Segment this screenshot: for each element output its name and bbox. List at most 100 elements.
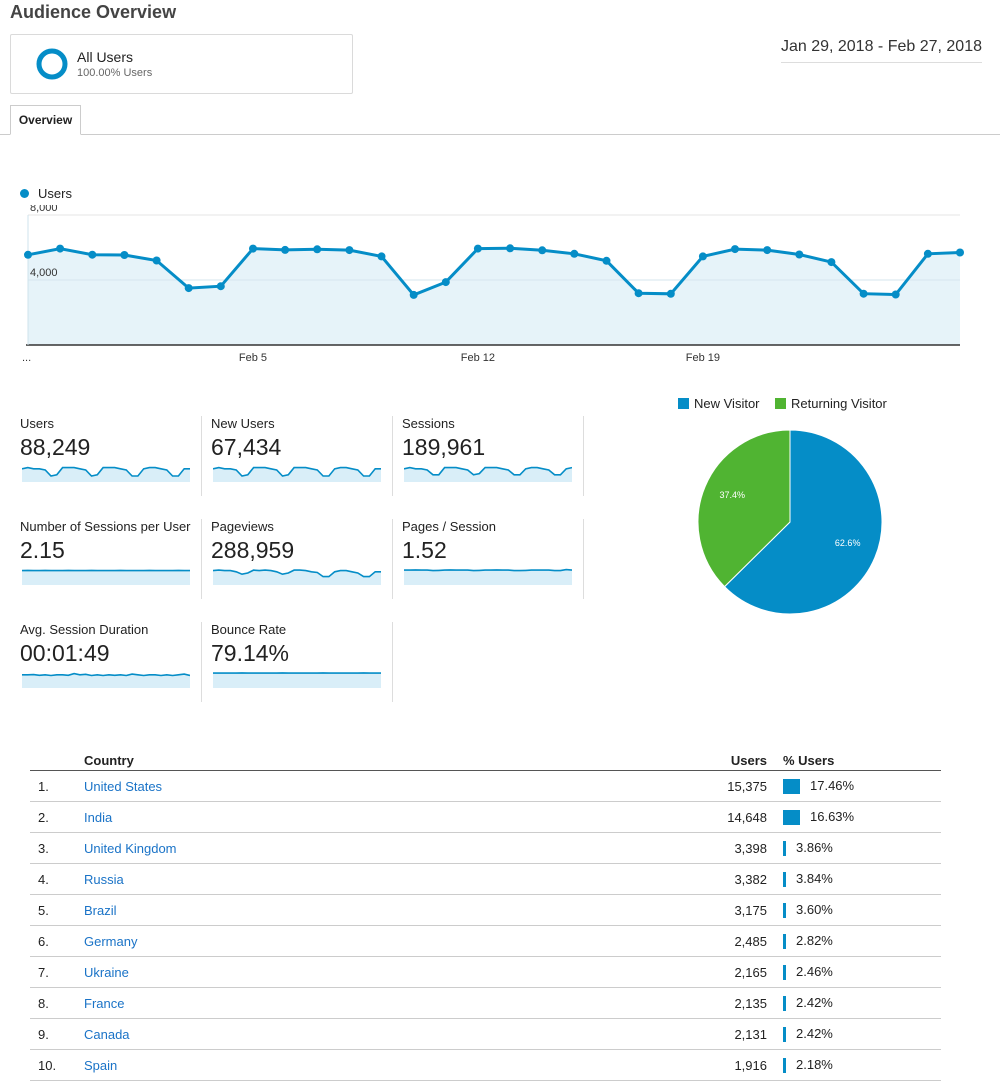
metric-label: Users [20, 416, 54, 431]
country-name[interactable]: United Kingdom [84, 840, 177, 856]
metric-separator [201, 622, 202, 702]
row-rank: 2. [30, 801, 84, 833]
country-link[interactable]: Canada [84, 1018, 677, 1050]
country-name[interactable]: Ukraine [84, 964, 129, 980]
table-row: 8. France 2,135 2.42% [30, 987, 941, 1019]
metric-sparkline [22, 672, 190, 688]
table-row: 9. Canada 2,131 2.42% [30, 1018, 941, 1050]
row-users: 3,398 [677, 832, 783, 864]
sparkline-line [404, 466, 572, 476]
country-name[interactable]: France [84, 995, 125, 1011]
metric-sparkline [213, 569, 381, 585]
country-link[interactable]: Brazil [84, 894, 677, 926]
country-link[interactable]: Germany [84, 925, 677, 957]
country-name[interactable]: United States [84, 778, 163, 794]
country-link[interactable]: Spain [84, 1049, 677, 1081]
x-tick-label: Feb 19 [686, 352, 720, 364]
metric-tile[interactable]: Number of Sessions per User 2.15 [20, 519, 210, 599]
table-row: 4. Russia 3,382 3.84% [30, 863, 941, 895]
metric-separator [392, 622, 393, 702]
metric-tile[interactable]: Pageviews 288,959 [211, 519, 401, 599]
country-name[interactable]: Spain [84, 1057, 118, 1073]
users-data-point [409, 290, 418, 299]
metric-tile[interactable]: Avg. Session Duration 00:01:49 [20, 622, 210, 702]
metric-separator [392, 416, 393, 496]
pie-legend-new[interactable]: New Visitor [678, 396, 760, 411]
row-users: 1,916 [677, 1049, 783, 1081]
country-name[interactable]: Germany [84, 933, 138, 949]
pct-bar [783, 841, 786, 857]
y-tick-label: 4,000 [30, 267, 58, 279]
pie-slice[interactable] [723, 429, 883, 615]
metric-value: 67,434 [211, 434, 282, 460]
metric-tile[interactable]: Users 88,249 [20, 416, 210, 496]
row-rank: 10. [30, 1049, 84, 1081]
pie-slice-label: 37.4% [720, 490, 746, 500]
metric-sparkline [404, 568, 572, 585]
sparkline-area [404, 569, 572, 585]
users-data-point [956, 248, 964, 257]
sparkline-line [213, 569, 381, 578]
header-users[interactable]: Users [677, 750, 783, 771]
pie-legend-returning[interactable]: Returning Visitor [775, 396, 887, 411]
country-link[interactable]: Ukraine [84, 956, 677, 988]
pct-bar [783, 934, 786, 950]
users-data-point [441, 278, 450, 287]
country-name[interactable]: India [84, 809, 113, 825]
pct-bar [783, 872, 786, 888]
country-table: Country Users % Users 1. United States 15,… [30, 750, 941, 1081]
header-pct-users[interactable]: % Users [783, 750, 941, 771]
country-link[interactable]: Russia [84, 863, 677, 895]
metric-tile[interactable]: Bounce Rate 79.14% [211, 622, 401, 702]
users-data-point [698, 252, 707, 261]
country-link[interactable]: United Kingdom [84, 832, 677, 864]
users-data-point [827, 258, 836, 267]
row-users: 2,485 [677, 925, 783, 957]
row-pct-cell: 16.63% [783, 801, 941, 833]
metric-tile[interactable]: Pages / Session 1.52 [402, 519, 592, 599]
pie-legend-label-new: New Visitor [694, 396, 760, 411]
legend-square-icon [678, 398, 689, 409]
metric-tile[interactable]: New Users 67,434 [211, 416, 401, 496]
sparkline-area [22, 570, 190, 585]
country-name[interactable]: Brazil [84, 902, 117, 918]
country-name[interactable]: Russia [84, 871, 124, 887]
pct-bar [783, 810, 800, 826]
pct-bar [783, 965, 786, 981]
users-data-point [345, 246, 354, 255]
row-pct: 17.46% [810, 777, 855, 793]
country-link[interactable]: United States [84, 770, 677, 802]
segment-selector[interactable]: All Users 100.00% Users [10, 34, 353, 94]
visitor-type-pie-chart: 62.6% 37.4% [697, 429, 883, 615]
y-tick-label: 8,000 [30, 205, 58, 214]
pct-bar [783, 996, 786, 1012]
table-row: 2. India 14,648 16.63% [30, 801, 941, 833]
sparkline-area [213, 570, 381, 585]
users-data-point [891, 290, 900, 299]
tab-overview[interactable]: Overview [10, 105, 81, 135]
sparkline-line [213, 466, 381, 477]
metric-label: New Users [211, 416, 275, 431]
line-chart-legend[interactable]: Users [20, 186, 72, 201]
row-pct: 2.42% [796, 994, 833, 1010]
pie-slice[interactable] [697, 429, 791, 588]
header-country[interactable]: Country [84, 750, 677, 771]
country-link[interactable]: India [84, 801, 677, 833]
row-rank: 7. [30, 956, 84, 988]
users-data-point [538, 246, 547, 255]
metric-label: Bounce Rate [211, 622, 287, 637]
users-data-point [152, 256, 161, 265]
date-range-picker[interactable]: Jan 29, 2018 - Feb 27, 2018 [780, 38, 982, 63]
country-link[interactable]: France [84, 987, 677, 1019]
metric-sparkline [213, 672, 381, 688]
metric-tile[interactable]: Sessions 189,961 [402, 416, 592, 496]
users-data-point [666, 289, 675, 298]
metric-label: Sessions [402, 416, 455, 431]
country-name[interactable]: Canada [84, 1026, 130, 1042]
row-users: 2,131 [677, 1018, 783, 1050]
row-rank: 4. [30, 863, 84, 895]
users-data-point [184, 284, 193, 293]
segment-donut-icon [36, 48, 68, 80]
users-data-point [859, 289, 868, 298]
sparkline-area [22, 467, 190, 482]
